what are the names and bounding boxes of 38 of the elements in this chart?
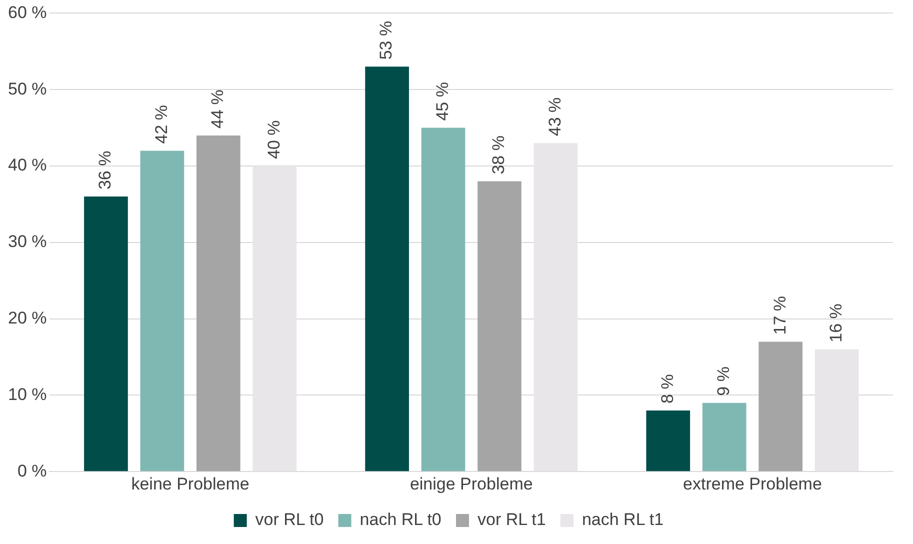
x-tick-label: extreme Probleme (683, 474, 822, 494)
bar (252, 166, 297, 472)
bar (534, 143, 578, 472)
bar (758, 342, 802, 472)
data-label: 53 % (376, 20, 396, 60)
legend-label: vor RL t1 (478, 510, 546, 530)
data-label: 44 % (208, 90, 228, 128)
data-label: 40 % (264, 120, 284, 159)
y-tick-label: 0 % (17, 461, 47, 480)
data-label: 42 % (152, 104, 171, 144)
bar (365, 66, 409, 472)
bar (140, 150, 184, 472)
data-label: 45 % (432, 82, 452, 121)
legend-label: vor RL t0 (255, 510, 324, 530)
y-tick-label: 60 % (8, 2, 47, 22)
bar (84, 196, 128, 472)
x-tick-label: einige Probleme (410, 474, 533, 494)
data-label: 8 % (658, 374, 677, 404)
y-tick-label: 40 % (8, 156, 47, 175)
data-label: 17 % (770, 296, 790, 335)
data-label: 16 % (826, 304, 846, 342)
data-label: 9 % (714, 366, 734, 396)
legend-label: nach RL t0 (360, 510, 442, 530)
bar (196, 135, 240, 472)
data-label: 36 % (96, 150, 115, 190)
x-tick-label: keine Probleme (131, 474, 250, 494)
bar (421, 128, 466, 472)
bar (702, 402, 746, 472)
y-tick-label: 10 % (8, 384, 47, 404)
legend-label: nach RL t1 (582, 510, 664, 530)
bar (814, 349, 859, 472)
y-tick-label: 50 % (8, 79, 47, 98)
data-label: 38 % (489, 136, 508, 174)
y-tick-label: 30 % (8, 232, 47, 252)
data-label: 43 % (545, 97, 564, 136)
bar (646, 410, 690, 472)
bar (478, 181, 522, 472)
y-tick-label: 20 % (8, 308, 47, 328)
